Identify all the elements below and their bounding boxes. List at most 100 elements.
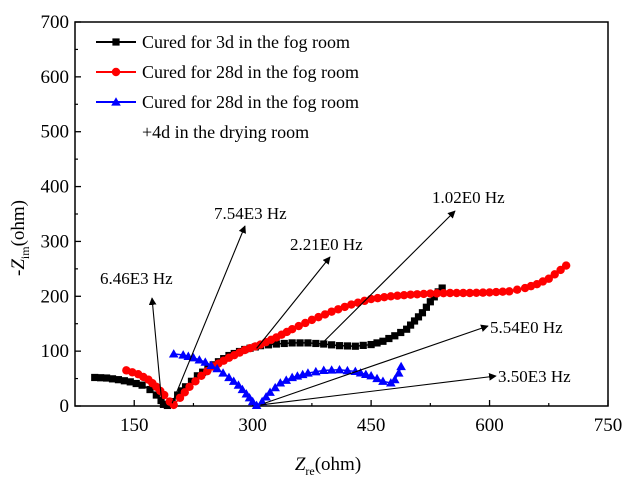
legend-entry: Cured for 28d in the fog room [96, 92, 359, 112]
data-point [432, 289, 442, 298]
y-tick-label: 300 [41, 231, 70, 252]
annotation-arrow [319, 210, 456, 347]
data-point [206, 360, 217, 370]
data-point [438, 284, 446, 292]
x-tick-label: 450 [357, 415, 386, 436]
x-tick-label: 150 [120, 415, 149, 436]
y-axis-title-sub: im [18, 246, 32, 259]
data-point [472, 288, 481, 298]
data-point [197, 371, 206, 381]
data-point [361, 369, 371, 378]
legend-entry: +4d in the drying room [142, 122, 309, 142]
data-point [351, 342, 359, 350]
data-point [485, 288, 494, 297]
data-point [334, 364, 345, 374]
data-point [491, 287, 501, 297]
data-point [422, 303, 430, 311]
data-point [200, 357, 211, 366]
data-point [272, 340, 280, 348]
series-3 [168, 349, 406, 410]
data-point [212, 363, 222, 373]
annotation-label: 5.54E0 Hz [490, 318, 563, 337]
data-point [366, 371, 376, 380]
data-point [334, 305, 343, 314]
data-point [191, 377, 200, 386]
data-point [439, 288, 448, 298]
data-point [380, 293, 389, 302]
data-point [275, 378, 286, 387]
data-point [320, 340, 328, 348]
annotation-arrow [148, 297, 163, 404]
legend-label: Cured for 3d in the fog room [142, 32, 350, 52]
data-point [505, 287, 514, 296]
data-point [378, 376, 388, 385]
data-point [180, 388, 189, 397]
y-tick-label: 400 [41, 177, 70, 198]
annotation: 2.21E0 Hz [256, 235, 363, 349]
data-point [163, 401, 171, 410]
data-point [296, 339, 304, 347]
annotation-label: 6.46E3 Hz [100, 269, 173, 288]
annotation: 7.54E3 Hz [171, 204, 287, 404]
data-point [326, 365, 337, 374]
data-point [544, 274, 553, 283]
data-point [304, 339, 312, 347]
data-point [410, 317, 419, 325]
data-point [146, 385, 154, 394]
data-point [185, 382, 194, 391]
y-tick-label: 0 [60, 396, 70, 417]
data-point [294, 321, 303, 331]
x-tick-label: 300 [238, 415, 267, 436]
data-point [452, 288, 461, 298]
annotation: 6.46E3 Hz [100, 269, 173, 404]
legend-label: Cured for 28d in the fog room [142, 62, 359, 82]
data-point [367, 340, 375, 349]
data-point [372, 373, 382, 383]
data-point [327, 307, 336, 316]
data-point [459, 288, 468, 298]
y-tick-label: 600 [41, 67, 70, 88]
data-point [203, 366, 212, 376]
data-point [261, 392, 271, 401]
data-point [270, 382, 280, 392]
y-tick-label: 500 [41, 122, 70, 143]
y-tick-label: 200 [41, 286, 70, 307]
annotation-arrow [256, 256, 331, 349]
annotation-arrow [171, 225, 246, 404]
data-point [342, 365, 353, 375]
axes: 150 300 450 600 750 0 100 200 300 400 500 600 700 [41, 12, 623, 436]
legend-marker [112, 38, 120, 46]
data-point [397, 328, 405, 337]
legend: Cured for 3d in the fog room Cured for 28… [96, 32, 359, 142]
series-layer [91, 261, 571, 410]
data-point [335, 342, 344, 350]
annotation-layer: 6.46E3 Hz 7.54E3 Hz 2.21E0 Hz 1.02E0 Hz 5.54… [100, 188, 571, 406]
data-point [343, 342, 352, 350]
data-point [138, 381, 146, 389]
data-point [355, 368, 366, 377]
data-point [188, 352, 199, 362]
data-point [318, 365, 329, 374]
annotation-label: 7.54E3 Hz [214, 204, 287, 223]
data-point [251, 400, 262, 410]
data-point [373, 293, 382, 303]
data-point [426, 289, 435, 298]
data-point [237, 384, 248, 394]
x-axis-title-unit: (ohm) [315, 454, 361, 475]
data-point [152, 391, 160, 399]
data-point [379, 337, 387, 345]
y-axis-title: -Zim(ohm) [8, 200, 32, 276]
data-point [445, 288, 455, 298]
data-point [287, 325, 297, 334]
data-point [403, 325, 411, 333]
data-point [301, 318, 310, 328]
data-point [281, 375, 292, 384]
annotation: 1.02E0 Hz [319, 188, 505, 347]
legend-entry: Cured for 28d in the fog room [96, 62, 359, 82]
data-point [265, 387, 275, 396]
data-point [120, 377, 128, 385]
data-point [414, 313, 423, 321]
x-axis-title-sub: re [305, 464, 314, 478]
